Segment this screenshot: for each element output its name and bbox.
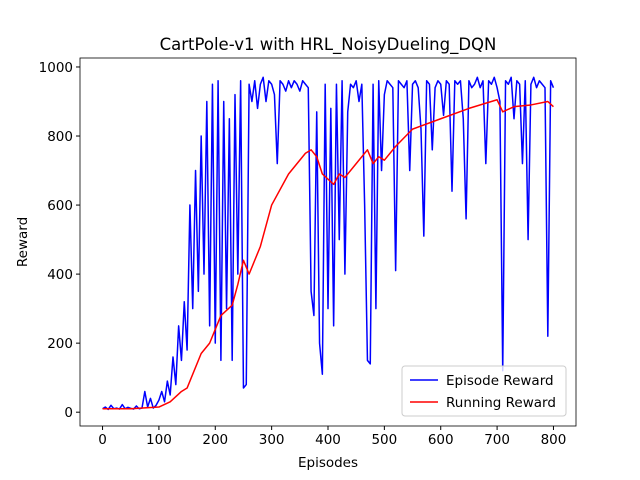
x-tick-label: 200 [202, 432, 228, 448]
y-tick-label: 200 [47, 336, 73, 352]
x-tick-label: 500 [371, 432, 397, 448]
x-tick-label: 0 [98, 432, 107, 448]
series-line [102, 99, 554, 410]
series-line [102, 76, 555, 411]
x-tick-label: 600 [428, 432, 454, 448]
x-tick-label: 400 [315, 432, 341, 448]
x-tick-label: 700 [484, 432, 510, 448]
x-tick-label: 800 [541, 432, 567, 448]
y-tick-label: 400 [47, 267, 73, 283]
legend-box [401, 365, 567, 417]
x-tick-label: 300 [259, 432, 285, 448]
chart-title: CartPole-v1 with HRL_NoisyDueling_DQN [160, 35, 497, 55]
y-tick-label: 1000 [39, 60, 73, 76]
legend-label: Running Reward [446, 395, 556, 411]
y-tick-label: 800 [47, 129, 73, 145]
x-tick-label: 100 [146, 432, 172, 448]
y-axis-label: Reward [15, 217, 31, 267]
y-tick-label: 600 [47, 198, 73, 214]
legend-label: Episode Reward [446, 373, 554, 389]
y-tick-label: 0 [64, 405, 73, 421]
x-axis-label: Episodes [298, 455, 358, 471]
